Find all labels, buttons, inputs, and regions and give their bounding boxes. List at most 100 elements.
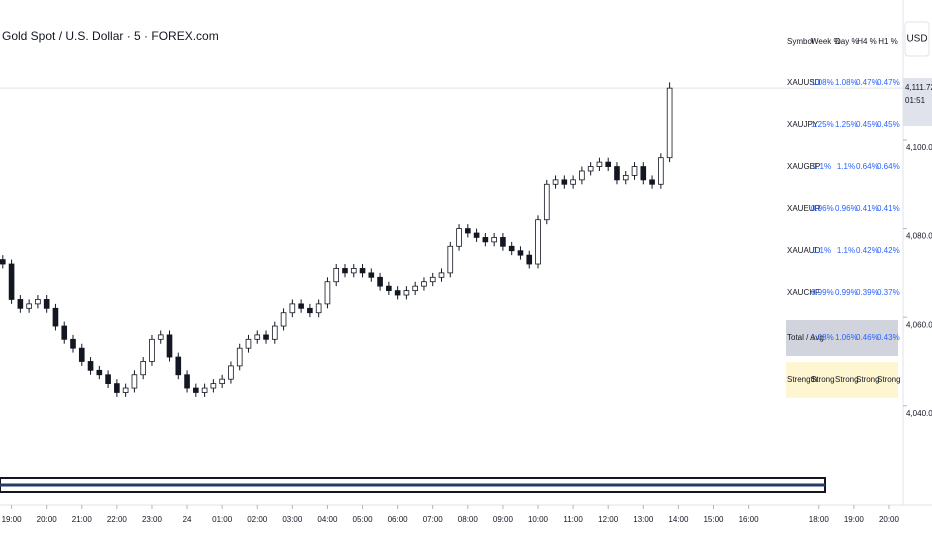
- table-cell: 1.25%: [835, 120, 858, 129]
- candle-body: [421, 281, 427, 287]
- candle-body: [456, 228, 462, 247]
- candle-body: [210, 383, 217, 389]
- candle-body: [482, 237, 489, 243]
- candle-body: [552, 179, 559, 185]
- table-cell: Symbol: [787, 37, 814, 46]
- table-cell: XAUCHF: [787, 288, 820, 297]
- candle-body: [307, 307, 313, 314]
- candle-body: [447, 245, 454, 274]
- candle-body: [587, 166, 594, 172]
- candle-body: [245, 338, 252, 349]
- candle-body: [649, 179, 655, 185]
- table-cell: 0.41%: [877, 204, 900, 213]
- price-label-box: [903, 78, 932, 127]
- candle-body: [561, 179, 568, 185]
- x-tick-label: 03:00: [282, 515, 303, 524]
- candle-body: [280, 312, 287, 327]
- table-cell: 0.37%: [877, 288, 900, 297]
- candle-body: [333, 268, 340, 283]
- table-cell: XAUJPY: [787, 120, 819, 129]
- x-tick-label: 24: [183, 515, 192, 524]
- candle-body: [236, 347, 243, 367]
- candle-body: [43, 299, 50, 309]
- table-cell: XAUUSD: [787, 78, 821, 87]
- table-cell: 0.42%: [877, 246, 900, 255]
- strength-row-bg: [786, 362, 898, 398]
- candle-body: [35, 299, 41, 305]
- table-cell: 1.06%: [835, 333, 858, 342]
- candle-body: [543, 183, 550, 221]
- x-tick-label: 13:00: [633, 515, 654, 524]
- x-tick-label: 02:00: [247, 515, 268, 524]
- table-cell: Strong: [856, 375, 880, 384]
- x-tick-label: 08:00: [458, 515, 479, 524]
- table-cell: 0.39%: [856, 288, 879, 297]
- candle-body: [526, 254, 533, 265]
- candle-body: [105, 374, 111, 385]
- x-tick-label: 01:00: [212, 515, 233, 524]
- chart-title: Gold Spot / U.S. Dollar · 5 · FOREX.com: [2, 29, 219, 43]
- candle-body: [491, 237, 497, 243]
- x-tick-label: 14:00: [668, 515, 689, 524]
- x-tick-label: 20:00: [879, 515, 900, 524]
- candle-body: [596, 161, 603, 167]
- candle-body: [394, 290, 401, 296]
- x-tick-label: 10:00: [528, 515, 549, 524]
- candle-body: [640, 166, 647, 181]
- x-tick-label: 18:00: [809, 515, 830, 524]
- candle-body: [8, 263, 15, 300]
- candle-body: [535, 219, 541, 265]
- candle-body: [184, 374, 190, 389]
- table-cell: 0.45%: [856, 120, 879, 129]
- table-cell: H1 %: [878, 37, 898, 46]
- table-cell: 1.1%: [812, 162, 832, 171]
- table-cell: Strength: [787, 375, 818, 384]
- candle-body: [289, 303, 296, 314]
- candle-body: [149, 338, 155, 362]
- candle-body: [666, 87, 673, 159]
- table-cell: 0.41%: [856, 204, 879, 213]
- candle-body: [131, 374, 138, 389]
- candle-body: [70, 338, 76, 349]
- candle-body: [429, 276, 436, 283]
- table-cell: Total / Avg: [787, 333, 824, 342]
- x-tick-label: 12:00: [598, 515, 619, 524]
- table-cell: 0.99%: [811, 288, 834, 297]
- candle-body: [517, 250, 524, 256]
- candle-body: [614, 166, 620, 181]
- x-tick-label: 15:00: [703, 515, 724, 524]
- table-cell: 1.08%: [835, 78, 858, 87]
- x-tick-label: 23:00: [142, 515, 163, 524]
- candle-body: [412, 285, 418, 291]
- currency-box: [904, 21, 930, 57]
- candle-body: [350, 268, 357, 274]
- candle-body: [219, 378, 225, 385]
- candle-body: [298, 303, 304, 309]
- table-cell: XAUEUR: [787, 204, 821, 213]
- candle-body: [254, 334, 261, 340]
- table-cell: 1.1%: [812, 246, 832, 255]
- table-cell: XAUGBP: [787, 162, 821, 171]
- candle-body: [17, 299, 24, 309]
- table-cell: 0.42%: [856, 246, 879, 255]
- candle-body: [122, 387, 129, 393]
- table-cell: XAUAUD: [787, 246, 821, 255]
- candle-body: [605, 161, 612, 167]
- y-tick-label: 4,040.00: [906, 409, 932, 418]
- candle-body: [473, 232, 480, 238]
- x-tick-label: 05:00: [353, 515, 374, 524]
- table-cell: 0.45%: [877, 120, 900, 129]
- candle-body: [324, 281, 331, 305]
- x-tick-label: 20:00: [37, 515, 58, 524]
- y-tick-label: 4,100.00: [906, 143, 932, 152]
- candle-body: [658, 157, 664, 185]
- x-tick-label: 19:00: [844, 515, 865, 524]
- candle-body: [0, 259, 6, 265]
- candle-body: [52, 307, 59, 327]
- table-cell: Week %: [811, 37, 841, 46]
- candle-body: [271, 325, 278, 340]
- candle-body: [386, 285, 392, 291]
- x-tick-label: 21:00: [72, 515, 93, 524]
- candle-body: [78, 347, 85, 362]
